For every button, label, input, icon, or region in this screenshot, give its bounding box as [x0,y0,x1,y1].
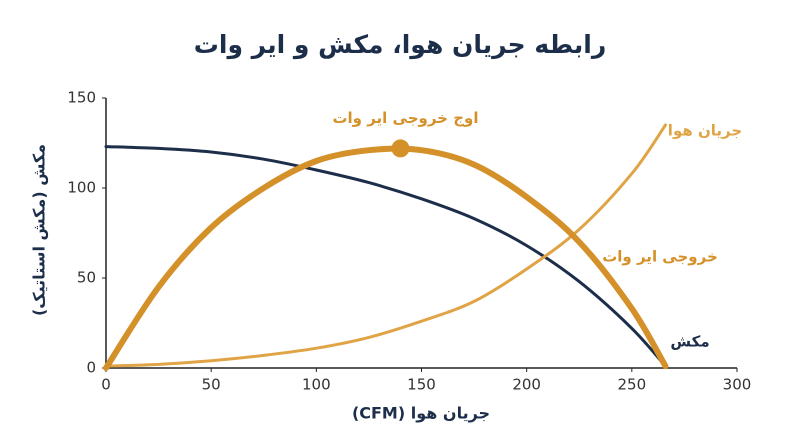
series-label: مکش [670,333,709,351]
y-tick-label: 0 [86,359,96,377]
series-line [104,123,667,368]
x-tick-label: 50 [202,376,221,394]
series-label: جریان هوا [668,122,742,140]
annotation: اوج خروجی ایر وات [332,109,478,127]
y-tick-label: 50 [77,269,96,287]
chart-title: رابطه جریان هوا، مکش و ایر وات [194,30,606,60]
y-axis-label: مکش (مکش استاتیک) [30,144,49,316]
y-tick-label: 150 [67,89,96,107]
x-tick-label: 0 [101,376,111,394]
peak-marker [391,139,410,158]
series-label: خروجی ایر وات [602,248,718,266]
x-tick-label: 100 [302,376,331,394]
x-tick-label: 250 [618,376,647,394]
series-line [104,145,667,368]
x-tick-label: 300 [723,376,752,394]
x-axis-label: جریان هوا (CFM) [352,404,490,423]
x-tick-label: 150 [407,376,436,394]
y-tick-label: 100 [67,179,96,197]
x-tick-label: 200 [512,376,541,394]
